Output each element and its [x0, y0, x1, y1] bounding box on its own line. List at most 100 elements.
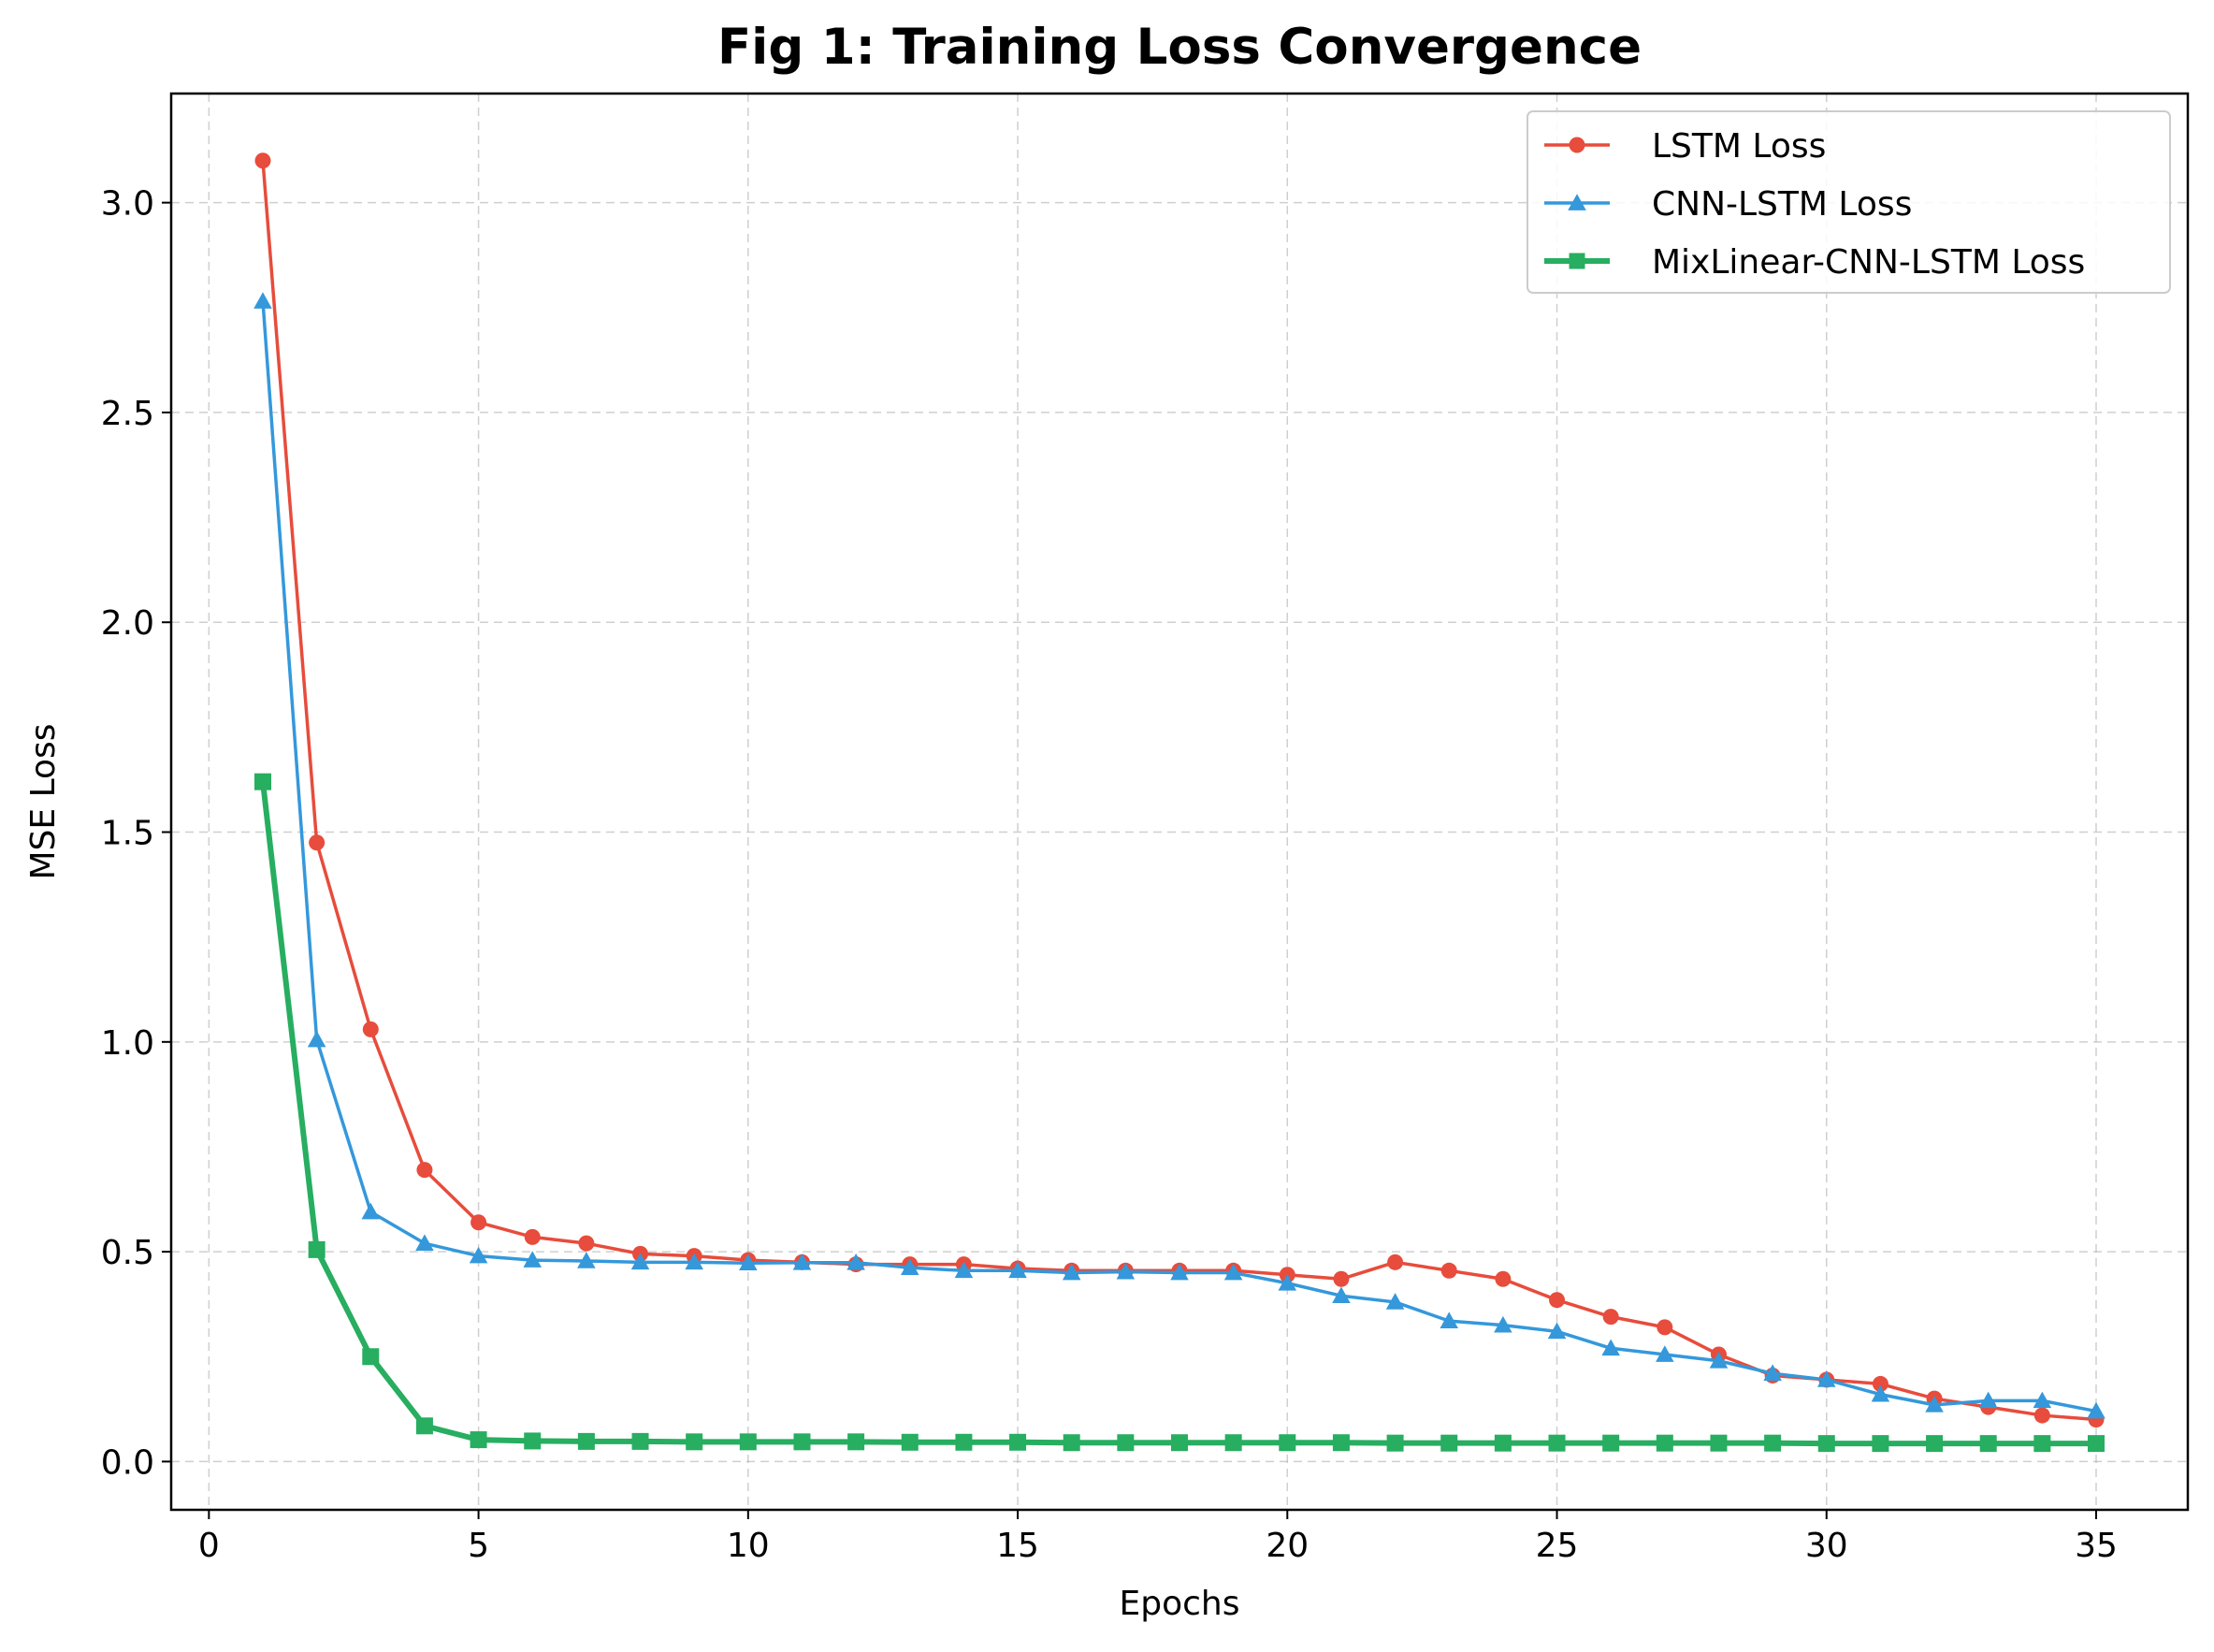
series-mixlinear-cnn-lstm-loss — [254, 773, 2105, 1453]
data-point — [1224, 1434, 1242, 1452]
plot-frame — [169, 92, 2190, 1512]
x-tick-label: 35 — [2075, 1527, 2118, 1565]
data-point — [739, 1253, 758, 1271]
data-point — [1872, 1375, 1888, 1392]
data-point — [1117, 1434, 1135, 1452]
x-tick-label: 10 — [727, 1527, 770, 1565]
legend-marker — [1568, 194, 1586, 210]
data-point — [524, 1228, 541, 1245]
data-point — [1278, 1273, 1297, 1291]
data-point — [792, 1253, 812, 1270]
data-point — [1440, 1434, 1458, 1452]
data-point — [361, 1202, 381, 1220]
data-point — [253, 292, 272, 309]
data-point — [1440, 1311, 1459, 1328]
data-point — [1926, 1435, 1944, 1453]
x-tick-label: 0 — [198, 1527, 220, 1565]
x-tick-label: 20 — [1266, 1527, 1309, 1565]
y-tick-label: 0.0 — [101, 1443, 154, 1482]
data-point — [415, 1417, 433, 1435]
data-point — [1656, 1345, 1674, 1362]
legend-label: CNN-LSTM Loss — [1652, 185, 1912, 224]
data-point — [470, 1431, 487, 1449]
data-point — [1494, 1315, 1512, 1333]
data-point — [686, 1433, 703, 1451]
data-point — [1332, 1434, 1350, 1452]
data-point — [2033, 1391, 2052, 1409]
data-point — [847, 1433, 865, 1451]
x-axis: 0 5 10 15 20 25 30 35 — [198, 1510, 2118, 1565]
data-point — [1549, 1292, 1566, 1309]
data-point — [1063, 1434, 1080, 1452]
data-point — [1009, 1433, 1027, 1451]
data-point — [1385, 1293, 1405, 1310]
data-point — [1062, 1263, 1081, 1281]
y-tick-label: 1.5 — [101, 815, 154, 853]
data-point — [470, 1214, 487, 1231]
data-point — [1008, 1261, 1027, 1279]
data-point — [307, 1030, 326, 1048]
data-point — [2088, 1435, 2105, 1453]
data-point — [524, 1432, 542, 1450]
data-point — [685, 1253, 703, 1270]
legend-label: LSTM Loss — [1652, 127, 1826, 166]
data-point — [1978, 1391, 1998, 1409]
data-point — [415, 1234, 434, 1251]
data-point — [1333, 1270, 1350, 1287]
data-point — [1709, 1351, 1729, 1369]
data-point — [1656, 1434, 1673, 1452]
x-axis-label: Epochs — [1120, 1585, 1240, 1623]
y-tick-label: 3.0 — [101, 185, 154, 224]
data-point — [901, 1433, 919, 1451]
data-point — [2087, 1401, 2105, 1419]
x-tick-label: 30 — [1805, 1527, 1848, 1565]
data-point — [1657, 1319, 1673, 1336]
data-point — [1387, 1253, 1404, 1270]
data-point — [523, 1251, 543, 1268]
data-point — [1332, 1286, 1351, 1304]
data-point — [577, 1432, 595, 1450]
chart-title: Fig 1: Training Loss Convergence — [717, 19, 1642, 76]
y-axis: 0.0 0.5 1.0 1.5 2.0 2.5 3.0 — [101, 185, 171, 1482]
data-point — [1764, 1434, 1782, 1452]
data-point — [1440, 1262, 1457, 1279]
data-point — [362, 1021, 379, 1037]
data-point — [739, 1433, 757, 1451]
data-point — [1817, 1435, 1835, 1453]
legend-label: MixLinear-CNN-LSTM Loss — [1652, 243, 2085, 282]
data-point — [416, 1162, 433, 1179]
data-point — [577, 1252, 596, 1268]
legend: LSTM Loss CNN-LSTM Loss MixLinear-CNN-LSTM… — [1527, 110, 2171, 294]
y-tick-label: 2.5 — [101, 395, 154, 433]
data-point — [1602, 1309, 1619, 1326]
data-point — [1871, 1384, 1890, 1402]
data-point — [1872, 1435, 1889, 1453]
data-point — [1386, 1434, 1404, 1452]
legend-marker — [1569, 253, 1585, 269]
data-point — [309, 834, 326, 851]
data-point — [1601, 1339, 1620, 1356]
data-point — [1979, 1435, 1997, 1453]
x-tick-label: 5 — [468, 1527, 489, 1565]
y-tick-label: 2.0 — [101, 604, 154, 643]
data-point — [954, 1261, 974, 1279]
data-point — [1547, 1322, 1567, 1340]
y-axis-label: MSE Loss — [24, 723, 63, 879]
data-point — [469, 1246, 488, 1264]
data-point — [1763, 1364, 1782, 1382]
data-point — [2033, 1407, 2050, 1424]
y-tick-label: 1.0 — [101, 1024, 154, 1063]
y-tick-label: 0.5 — [101, 1234, 154, 1272]
data-point — [900, 1258, 919, 1275]
data-point — [1170, 1263, 1189, 1281]
data-point — [1223, 1263, 1243, 1281]
data-point — [254, 152, 271, 169]
data-point — [254, 773, 271, 790]
data-point — [847, 1253, 865, 1270]
data-point — [1602, 1434, 1620, 1452]
data-point — [1495, 1270, 1512, 1287]
data-point — [308, 1240, 326, 1258]
x-tick-label: 25 — [1536, 1527, 1579, 1565]
data-point — [955, 1433, 973, 1451]
